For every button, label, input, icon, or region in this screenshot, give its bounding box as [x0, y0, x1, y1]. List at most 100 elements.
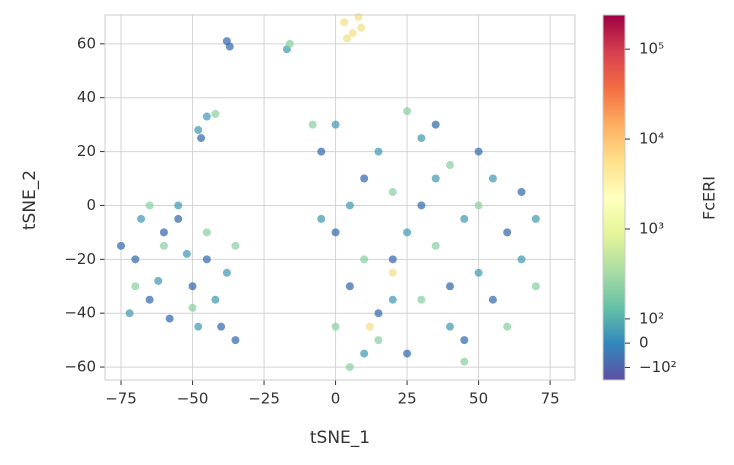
point	[125, 309, 134, 318]
point	[445, 282, 454, 291]
x-axis-label: tSNE_1	[310, 428, 370, 448]
x-tick-label: −25	[248, 390, 280, 408]
point	[431, 241, 440, 250]
point	[331, 120, 340, 129]
point	[331, 322, 340, 331]
point	[285, 39, 294, 48]
point	[417, 295, 426, 304]
point	[194, 126, 203, 135]
point	[165, 314, 174, 323]
point	[474, 268, 483, 277]
point	[145, 201, 154, 210]
point	[154, 276, 163, 285]
colorbar-label: FcERI	[700, 176, 719, 220]
point	[517, 255, 526, 264]
point	[317, 147, 326, 156]
point	[360, 174, 369, 183]
point	[445, 161, 454, 170]
point	[431, 120, 440, 129]
point	[360, 255, 369, 264]
point	[503, 322, 512, 331]
point	[388, 268, 397, 277]
y-axis-label: tSNE_2	[20, 170, 40, 230]
point	[308, 120, 317, 129]
point	[488, 174, 497, 183]
point	[231, 336, 240, 345]
point	[403, 107, 412, 116]
colorbar-tick-label: 10⁵	[639, 40, 664, 58]
point	[517, 187, 526, 196]
y-tick-label: −40	[64, 304, 96, 322]
point	[225, 42, 234, 51]
y-tick-label: 0	[86, 196, 96, 214]
point	[503, 228, 512, 237]
point	[460, 214, 469, 223]
y-tick-label: −60	[64, 358, 96, 376]
point	[374, 147, 383, 156]
point	[182, 249, 191, 258]
point	[388, 295, 397, 304]
point	[343, 34, 352, 43]
point	[340, 18, 349, 27]
y-tick-label: −20	[64, 250, 96, 268]
x-tick-label: 75	[541, 390, 560, 408]
colorbar-tick-label: 0	[639, 334, 649, 352]
colorbar-tick-label: −10²	[639, 358, 677, 376]
point	[403, 349, 412, 358]
point	[197, 134, 206, 143]
point	[374, 336, 383, 345]
point	[188, 303, 197, 312]
point	[360, 349, 369, 358]
point	[348, 29, 357, 38]
colorbar-tick-label: 10²	[639, 309, 664, 327]
point	[474, 147, 483, 156]
point	[354, 12, 363, 21]
plot-frame	[104, 14, 576, 381]
point	[211, 109, 220, 118]
point	[188, 282, 197, 291]
point	[159, 241, 168, 250]
y-tick-label: 40	[77, 88, 96, 106]
point	[159, 228, 168, 237]
point	[460, 357, 469, 366]
plot-background	[105, 15, 575, 380]
point	[531, 214, 540, 223]
point	[388, 187, 397, 196]
point	[488, 295, 497, 304]
point	[174, 201, 183, 210]
point	[317, 214, 326, 223]
point	[331, 228, 340, 237]
point	[431, 174, 440, 183]
point	[345, 282, 354, 291]
y-tick-label: 20	[77, 142, 96, 160]
point	[460, 336, 469, 345]
colorbar-tick-label: 10⁴	[639, 130, 664, 148]
point	[202, 228, 211, 237]
point	[131, 282, 140, 291]
point	[117, 241, 126, 250]
point	[417, 134, 426, 143]
x-tick-label: 50	[469, 390, 488, 408]
point	[365, 322, 374, 331]
point	[474, 201, 483, 210]
point	[211, 295, 220, 304]
colorbar-tick-label: 10³	[639, 219, 664, 237]
point	[403, 228, 412, 237]
point	[345, 201, 354, 210]
point	[531, 282, 540, 291]
point	[202, 112, 211, 121]
point	[145, 295, 154, 304]
y-tick-label: 60	[77, 34, 96, 52]
x-tick-label: −75	[105, 390, 137, 408]
point	[345, 363, 354, 372]
point	[174, 214, 183, 223]
point	[231, 241, 240, 250]
point	[217, 322, 226, 331]
point	[357, 23, 366, 32]
point	[137, 214, 146, 223]
point	[388, 255, 397, 264]
point	[417, 201, 426, 210]
point	[445, 322, 454, 331]
colorbar	[602, 14, 626, 381]
